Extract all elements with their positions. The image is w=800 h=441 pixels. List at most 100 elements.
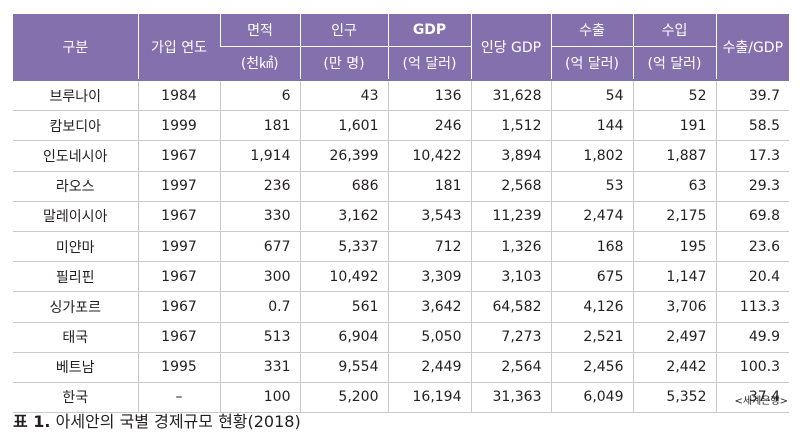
cell-export-gdp-ratio: 58.5	[715, 110, 789, 142]
cell-country: 싱가포르	[13, 291, 138, 323]
header-import-unit: (억 달러)	[632, 46, 716, 80]
table-body: 브루나이 1984 6 43 136 31,628 54 52 39.7 캄보디아 1999 181 1…	[13, 79, 789, 414]
cell-area: 1,914	[219, 140, 300, 172]
header-gdp: GDP	[387, 14, 471, 47]
cell-export-gdp-ratio: 39.7	[715, 79, 789, 112]
table-row: 싱가포르 1967 0.7 561 3,642 64,582 4,126 3,706 113.3	[13, 291, 789, 323]
header-area-unit: (천㎢)	[220, 46, 300, 80]
cell-gdp-per-capita: 1,326	[470, 231, 551, 263]
header-population-unit: (만 명)	[299, 46, 388, 80]
cell-export-gdp-ratio: 17.3	[715, 140, 789, 172]
cell-population: 686	[299, 171, 388, 202]
cell-country: 미얀마	[13, 231, 138, 263]
table-row: 캄보디아 1999 181 1,601 246 1,512 144 191 58.5	[13, 110, 789, 142]
caption-title: 아세안의 국별 경제규모 현황(2018)	[55, 412, 301, 431]
cell-join-year: 1995	[137, 352, 220, 383]
cell-gdp-per-capita: 2,564	[470, 352, 551, 383]
header-export: 수출	[550, 14, 633, 47]
table-container: 구분 가입 연도 면적 인구 GDP 인당 GDP 수출 수입 수출/GDP (…	[13, 14, 789, 414]
cell-export: 2,456	[550, 352, 633, 383]
header-area: 면적	[219, 14, 300, 47]
cell-import: 1,147	[632, 261, 716, 293]
cell-export: 675	[550, 261, 633, 293]
cell-gdp: 2,449	[387, 352, 471, 383]
header-import: 수입	[632, 14, 716, 47]
cell-area: 100	[219, 382, 300, 414]
cell-gdp-per-capita: 64,582	[470, 291, 551, 323]
cell-gdp-per-capita: 31,628	[470, 79, 551, 112]
cell-import: 52	[632, 79, 716, 112]
cell-import: 2,175	[632, 201, 716, 232]
cell-export: 53	[550, 171, 633, 202]
cell-export: 4,126	[550, 291, 633, 323]
cell-import: 5,352	[632, 382, 716, 414]
cell-country: 필리핀	[13, 261, 138, 293]
cell-country: 말레이시아	[13, 201, 138, 232]
table-caption: 표 1. 아세안의 국별 경제규모 현황(2018)	[13, 408, 301, 432]
asean-economy-table: 구분 가입 연도 면적 인구 GDP 인당 GDP 수출 수입 수출/GDP (…	[13, 14, 789, 414]
header-category: 구분	[13, 14, 138, 80]
cell-gdp: 712	[387, 231, 471, 263]
header-export-gdp-ratio: 수출/GDP	[715, 14, 789, 80]
cell-area: 300	[219, 261, 300, 293]
cell-gdp-per-capita: 3,103	[470, 261, 551, 293]
cell-join-year: 1967	[137, 291, 220, 323]
cell-export: 1,802	[550, 140, 633, 172]
source-note: <세계은행>	[734, 396, 788, 407]
cell-join-year: 1967	[137, 261, 220, 293]
cell-country: 태국	[13, 322, 138, 353]
cell-import: 3,706	[632, 291, 716, 323]
cell-country: 캄보디아	[13, 110, 138, 142]
cell-import: 1,887	[632, 140, 716, 172]
cell-population: 561	[299, 291, 388, 323]
cell-population: 9,554	[299, 352, 388, 383]
cell-export-gdp-ratio: 29.3	[715, 171, 789, 202]
cell-area: 331	[219, 352, 300, 383]
cell-gdp: 181	[387, 171, 471, 202]
cell-gdp-per-capita: 2,568	[470, 171, 551, 202]
cell-export-gdp-ratio: 100.3	[715, 352, 789, 383]
table-row: 말레이시아 1967 330 3,162 3,543 11,239 2,474 2,175 69…	[13, 201, 789, 232]
cell-country: 인도네시아	[13, 140, 138, 172]
cell-import: 63	[632, 171, 716, 202]
cell-gdp: 3,543	[387, 201, 471, 232]
cell-gdp: 10,422	[387, 140, 471, 172]
cell-gdp: 3,642	[387, 291, 471, 323]
cell-population: 3,162	[299, 201, 388, 232]
cell-gdp: 136	[387, 79, 471, 112]
cell-gdp-per-capita: 1,512	[470, 110, 551, 142]
table-header: 구분 가입 연도 면적 인구 GDP 인당 GDP 수출 수입 수출/GDP (…	[13, 14, 789, 80]
cell-export-gdp-ratio: 23.6	[715, 231, 789, 263]
cell-population: 5,200	[299, 382, 388, 414]
cell-import: 195	[632, 231, 716, 263]
table-row: 필리핀 1967 300 10,492 3,309 3,103 675 1,147 20.4	[13, 261, 789, 293]
header-population: 인구	[299, 14, 388, 47]
table-row: 태국 1967 513 6,904 5,050 7,273 2,521 2,497 49.9	[13, 322, 789, 353]
table-row: 미얀마 1997 677 5,337 712 1,326 168 195 23.6	[13, 231, 789, 263]
cell-area: 6	[219, 79, 300, 112]
cell-gdp: 16,194	[387, 382, 471, 414]
cell-join-year: 1967	[137, 140, 220, 172]
cell-join-year: 1997	[137, 171, 220, 202]
cell-join-year: 1967	[137, 322, 220, 353]
cell-export: 6,049	[550, 382, 633, 414]
cell-import: 2,442	[632, 352, 716, 383]
cell-join-year: –	[137, 382, 220, 414]
cell-export: 144	[550, 110, 633, 142]
header-join-year: 가입 연도	[137, 14, 220, 80]
cell-gdp: 246	[387, 110, 471, 142]
caption-label: 표 1.	[13, 412, 51, 431]
cell-import: 191	[632, 110, 716, 142]
header-export-unit: (억 달러)	[550, 46, 633, 80]
cell-population: 10,492	[299, 261, 388, 293]
table-row: 한국 –100 5,200 16,194 31,363 6,049 5,352 37.4	[13, 382, 789, 414]
cell-country: 한국	[13, 382, 138, 414]
cell-export: 2,474	[550, 201, 633, 232]
cell-population: 5,337	[299, 231, 388, 263]
cell-gdp-per-capita: 11,239	[470, 201, 551, 232]
cell-area: 0.7	[219, 291, 300, 323]
cell-gdp-per-capita: 7,273	[470, 322, 551, 353]
cell-export-gdp-ratio: 69.8	[715, 201, 789, 232]
cell-join-year: 1967	[137, 201, 220, 232]
cell-gdp-per-capita: 31,363	[470, 382, 551, 414]
